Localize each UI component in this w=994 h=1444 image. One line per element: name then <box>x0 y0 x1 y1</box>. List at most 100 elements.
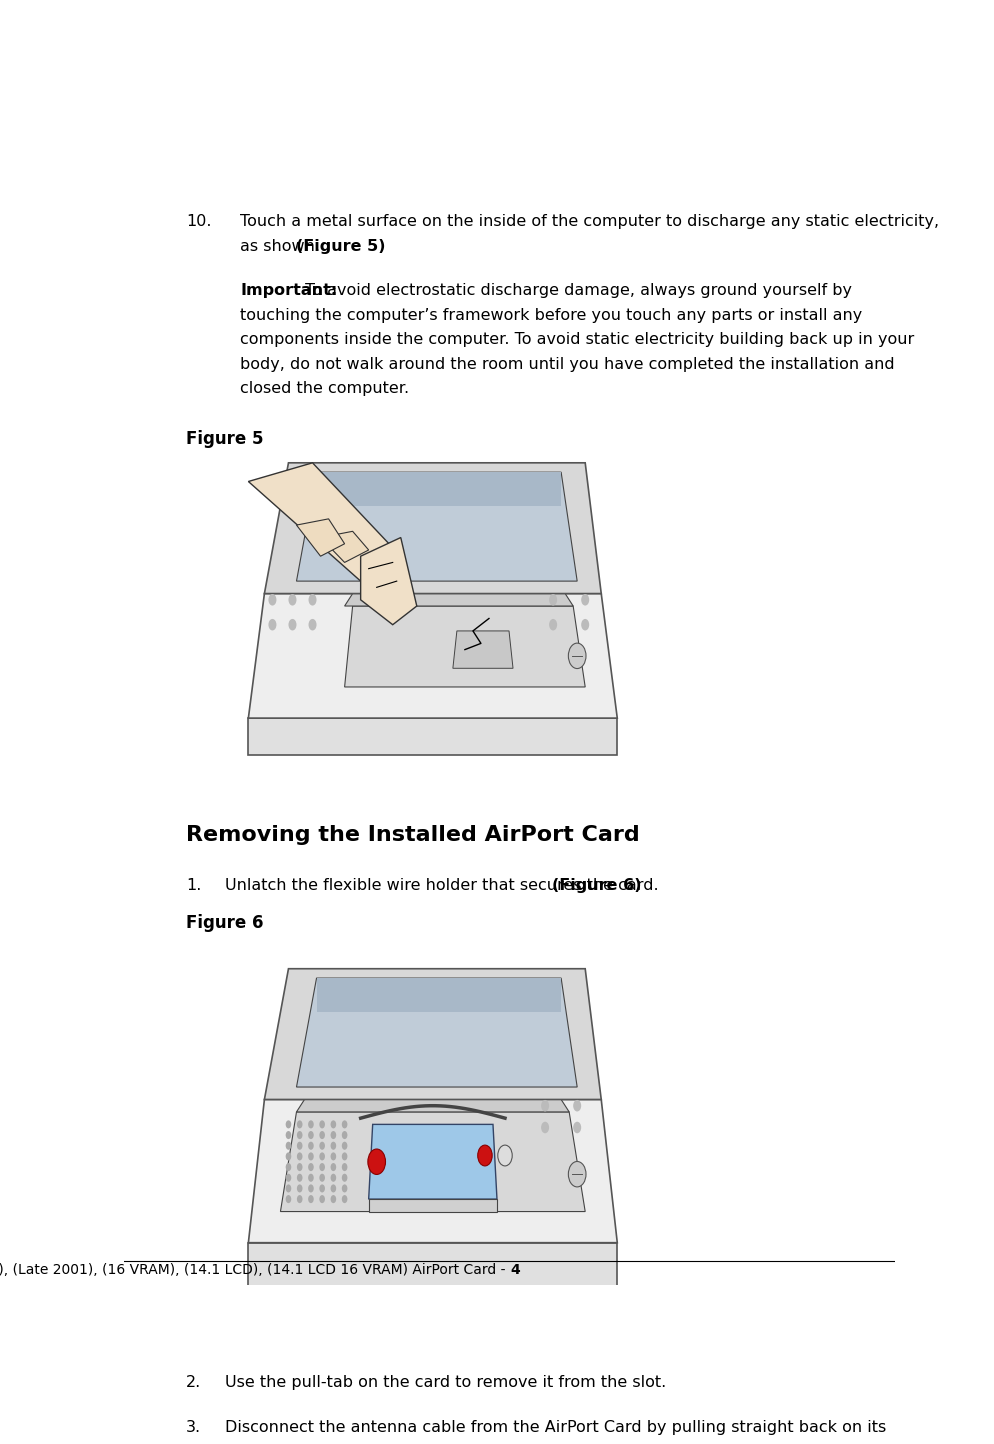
Circle shape <box>319 1196 325 1203</box>
Polygon shape <box>248 464 401 580</box>
Circle shape <box>308 1184 313 1193</box>
Circle shape <box>330 1196 336 1203</box>
Circle shape <box>330 1162 336 1171</box>
Text: Removing the Installed AirPort Card: Removing the Installed AirPort Card <box>186 825 639 845</box>
Text: Use the pull-tab on the card to remove it from the slot.: Use the pull-tab on the card to remove i… <box>225 1375 665 1391</box>
Circle shape <box>580 593 588 605</box>
Circle shape <box>319 1121 325 1128</box>
Circle shape <box>342 1196 347 1203</box>
Polygon shape <box>248 593 616 718</box>
Circle shape <box>296 1174 302 1181</box>
Text: Touch a metal surface on the inside of the computer to discharge any static elec: Touch a metal surface on the inside of t… <box>240 214 938 230</box>
Circle shape <box>296 1131 302 1139</box>
Polygon shape <box>264 464 600 593</box>
Circle shape <box>296 1142 302 1149</box>
Text: 10.: 10. <box>186 214 212 230</box>
Text: Figure 6: Figure 6 <box>186 914 263 931</box>
Circle shape <box>296 1196 302 1203</box>
Polygon shape <box>369 1199 496 1212</box>
Circle shape <box>288 593 296 605</box>
Text: iBook (Dual USB), (Late 2001), (16 VRAM), (14.1 LCD), (14.1 LCD 16 VRAM) AirPort: iBook (Dual USB), (Late 2001), (16 VRAM)… <box>0 1264 509 1276</box>
Circle shape <box>342 1121 347 1128</box>
Circle shape <box>308 593 316 605</box>
Circle shape <box>497 1145 512 1165</box>
Circle shape <box>549 619 557 631</box>
Polygon shape <box>452 631 513 669</box>
Polygon shape <box>296 978 577 1087</box>
Circle shape <box>285 1121 291 1128</box>
Polygon shape <box>296 518 344 556</box>
Circle shape <box>285 1142 291 1149</box>
Circle shape <box>573 1122 580 1134</box>
Polygon shape <box>248 718 616 755</box>
Circle shape <box>330 1152 336 1161</box>
Polygon shape <box>360 537 416 625</box>
Circle shape <box>541 1122 549 1134</box>
Circle shape <box>308 1121 313 1128</box>
Polygon shape <box>344 606 584 687</box>
Text: Important:: Important: <box>240 283 337 299</box>
Polygon shape <box>296 472 577 580</box>
Circle shape <box>568 643 585 669</box>
Circle shape <box>308 1174 313 1181</box>
Circle shape <box>319 1152 325 1161</box>
Circle shape <box>368 1149 385 1174</box>
Text: To avoid electrostatic discharge damage, always ground yourself by: To avoid electrostatic discharge damage,… <box>300 283 851 299</box>
Circle shape <box>319 1174 325 1181</box>
Circle shape <box>285 1131 291 1139</box>
Polygon shape <box>296 1099 569 1112</box>
Polygon shape <box>344 593 573 606</box>
Circle shape <box>319 1142 325 1149</box>
Circle shape <box>330 1121 336 1128</box>
Text: closed the computer.: closed the computer. <box>240 381 409 396</box>
Text: 1.: 1. <box>186 878 201 894</box>
Circle shape <box>549 593 557 605</box>
Circle shape <box>342 1174 347 1181</box>
Polygon shape <box>248 1243 616 1287</box>
Polygon shape <box>280 1112 584 1212</box>
Circle shape <box>477 1145 492 1165</box>
Circle shape <box>308 619 316 631</box>
Polygon shape <box>316 472 561 507</box>
Circle shape <box>342 1152 347 1161</box>
Circle shape <box>285 1162 291 1171</box>
Circle shape <box>288 619 296 631</box>
Circle shape <box>296 1152 302 1161</box>
Circle shape <box>308 1196 313 1203</box>
Circle shape <box>296 1184 302 1193</box>
Text: Figure 5: Figure 5 <box>186 430 263 448</box>
Polygon shape <box>320 531 369 563</box>
Polygon shape <box>264 969 600 1099</box>
Text: components inside the computer. To avoid static electricity building back up in : components inside the computer. To avoid… <box>240 332 913 347</box>
Circle shape <box>308 1162 313 1171</box>
Circle shape <box>330 1174 336 1181</box>
Text: Disconnect the antenna cable from the AirPort Card by pulling straight back on i: Disconnect the antenna cable from the Ai… <box>225 1419 885 1435</box>
Circle shape <box>308 1142 313 1149</box>
Circle shape <box>285 1152 291 1161</box>
Circle shape <box>568 1161 585 1187</box>
Circle shape <box>342 1131 347 1139</box>
Circle shape <box>330 1142 336 1149</box>
Circle shape <box>296 1121 302 1128</box>
Polygon shape <box>369 1125 496 1199</box>
Text: (Figure 6): (Figure 6) <box>552 878 641 894</box>
Circle shape <box>573 1100 580 1112</box>
Circle shape <box>342 1162 347 1171</box>
Circle shape <box>308 1131 313 1139</box>
Polygon shape <box>316 978 561 1012</box>
Circle shape <box>285 1174 291 1181</box>
Text: 2.: 2. <box>186 1375 201 1391</box>
Text: as shown.: as shown. <box>240 238 325 254</box>
Circle shape <box>330 1184 336 1193</box>
Circle shape <box>319 1162 325 1171</box>
Circle shape <box>319 1184 325 1193</box>
Text: 3.: 3. <box>186 1419 201 1435</box>
Text: 4: 4 <box>510 1264 520 1276</box>
Circle shape <box>268 593 276 605</box>
Text: Unlatch the flexible wire holder that secures the card.: Unlatch the flexible wire holder that se… <box>225 878 663 894</box>
Circle shape <box>342 1184 347 1193</box>
Circle shape <box>308 1152 313 1161</box>
Circle shape <box>268 619 276 631</box>
Circle shape <box>580 619 588 631</box>
Text: (Figure 5): (Figure 5) <box>295 238 385 254</box>
